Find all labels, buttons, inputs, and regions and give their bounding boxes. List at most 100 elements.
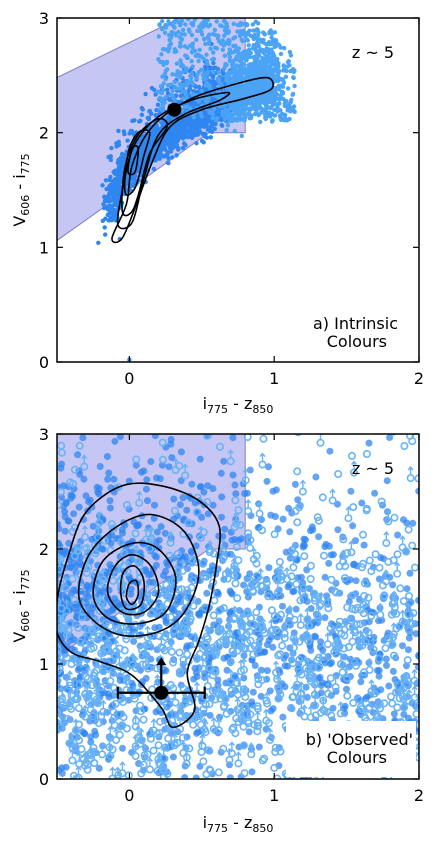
data-point bbox=[149, 85, 155, 91]
upper-limit-point bbox=[68, 756, 77, 765]
data-point bbox=[248, 33, 254, 38]
data-point bbox=[282, 101, 287, 106]
data-point bbox=[106, 497, 114, 505]
data-point bbox=[286, 59, 291, 64]
data-point bbox=[111, 437, 119, 445]
data-point bbox=[329, 704, 337, 712]
data-point bbox=[140, 603, 148, 611]
data-point bbox=[237, 82, 242, 88]
data-point bbox=[177, 448, 185, 456]
data-point bbox=[143, 91, 148, 97]
data-point bbox=[281, 63, 286, 68]
data-point bbox=[214, 681, 222, 689]
data-point bbox=[190, 64, 195, 69]
x-tick-label: 2 bbox=[414, 369, 424, 388]
data-point bbox=[142, 674, 150, 682]
data-point bbox=[352, 537, 359, 545]
data-point bbox=[230, 116, 236, 121]
data-point bbox=[176, 73, 181, 78]
data-point bbox=[155, 102, 161, 108]
data-point bbox=[203, 589, 211, 597]
upper-limit-point bbox=[183, 650, 192, 659]
data-point bbox=[174, 49, 179, 54]
data-point bbox=[394, 531, 402, 539]
data-point bbox=[365, 439, 373, 447]
data-point bbox=[109, 208, 114, 213]
data-point bbox=[263, 477, 271, 485]
data-point bbox=[116, 128, 121, 134]
data-point bbox=[103, 232, 108, 237]
data-point bbox=[263, 667, 271, 675]
data-point bbox=[207, 84, 212, 90]
upper-limit-point bbox=[71, 551, 80, 560]
density-contours bbox=[111, 76, 274, 244]
data-point bbox=[212, 106, 217, 112]
data-point bbox=[216, 70, 221, 75]
data-point bbox=[409, 519, 417, 527]
data-point bbox=[151, 166, 157, 172]
data-point bbox=[268, 105, 273, 111]
data-point bbox=[360, 541, 368, 549]
data-point bbox=[222, 18, 227, 24]
data-point bbox=[195, 52, 200, 57]
data-point bbox=[158, 84, 164, 89]
data-point bbox=[297, 573, 305, 581]
upper-limit-point bbox=[403, 656, 412, 665]
data-point bbox=[278, 117, 284, 123]
data-point bbox=[135, 521, 143, 529]
data-point bbox=[115, 175, 121, 181]
data-point bbox=[250, 55, 256, 60]
data-point bbox=[240, 674, 248, 682]
data-point bbox=[274, 57, 279, 62]
y-tick-label: 0 bbox=[39, 353, 49, 372]
data-point bbox=[383, 662, 390, 669]
data-point bbox=[240, 66, 245, 72]
data-point bbox=[118, 170, 124, 175]
data-point bbox=[192, 129, 197, 134]
upper-limit-arrow bbox=[240, 657, 248, 667]
data-point bbox=[316, 673, 324, 681]
upper-limit-arrow bbox=[263, 708, 270, 718]
data-point bbox=[210, 31, 216, 37]
upper-limit-arrow bbox=[407, 466, 414, 476]
data-point bbox=[167, 436, 175, 443]
data-point bbox=[239, 480, 247, 488]
data-point bbox=[210, 120, 215, 125]
data-point bbox=[287, 101, 292, 107]
data-point bbox=[231, 112, 236, 117]
data-point bbox=[281, 68, 286, 73]
upper-limit-arrow bbox=[94, 420, 99, 428]
data-point bbox=[325, 559, 333, 567]
data-point bbox=[183, 22, 188, 27]
data-point bbox=[222, 41, 228, 47]
data-point bbox=[284, 583, 292, 591]
data-point bbox=[249, 688, 257, 696]
data-point bbox=[87, 738, 95, 746]
data-point bbox=[232, 67, 238, 72]
data-point bbox=[389, 667, 397, 675]
data-point bbox=[82, 492, 90, 500]
data-point bbox=[180, 89, 185, 95]
data-point bbox=[109, 606, 117, 614]
data-point bbox=[157, 523, 165, 531]
upper-limit-point bbox=[159, 455, 168, 464]
data-point bbox=[201, 70, 207, 76]
data-point bbox=[266, 40, 272, 45]
data-point bbox=[254, 524, 262, 532]
data-point bbox=[305, 585, 313, 593]
data-point bbox=[72, 562, 80, 570]
data-point bbox=[162, 667, 170, 675]
data-point bbox=[235, 29, 240, 34]
data-point bbox=[206, 96, 211, 101]
data-point bbox=[229, 471, 237, 479]
data-point bbox=[389, 581, 397, 589]
data-point bbox=[151, 434, 159, 440]
data-point bbox=[214, 116, 219, 121]
data-point bbox=[250, 88, 255, 94]
data-point bbox=[199, 88, 204, 94]
data-point bbox=[231, 21, 236, 27]
data-point bbox=[278, 93, 283, 98]
data-point bbox=[267, 31, 272, 36]
data-point bbox=[151, 501, 158, 509]
data-point bbox=[250, 22, 255, 27]
